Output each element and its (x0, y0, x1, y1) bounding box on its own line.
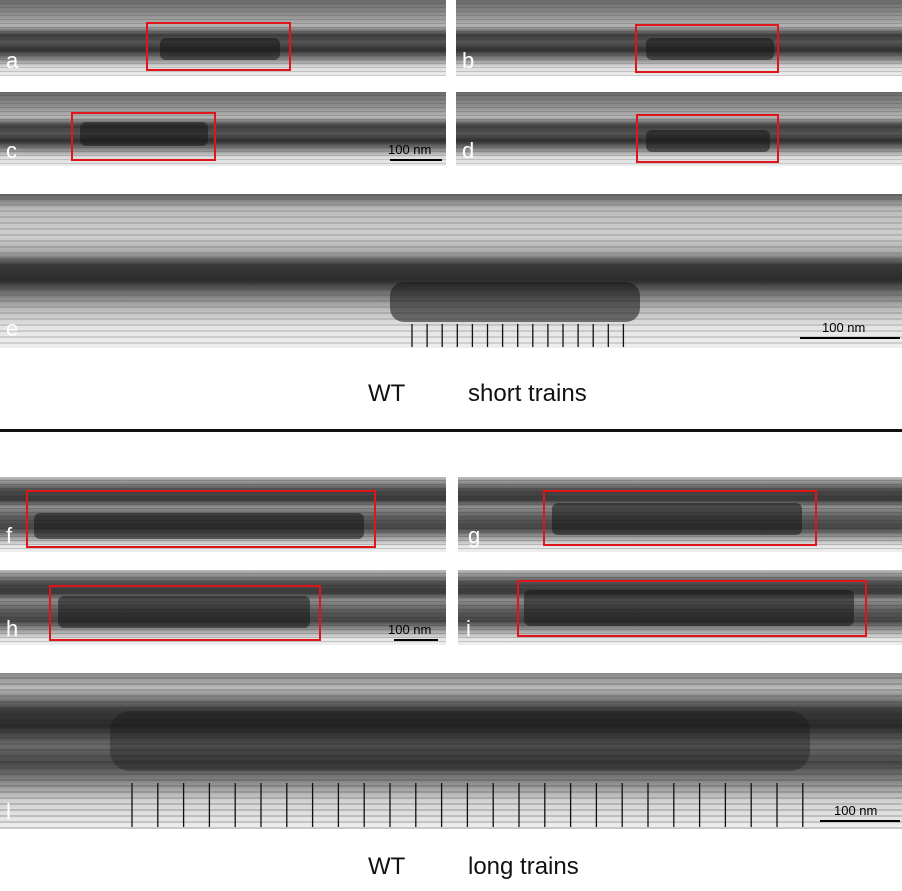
scale-line-e (800, 337, 900, 339)
train-i (524, 590, 854, 626)
caption-type-long: long trains (468, 853, 579, 880)
train-g (552, 503, 802, 535)
panel-label-c: c (6, 138, 17, 163)
panel-label-l: l (6, 799, 11, 824)
panel-label-g: g (468, 523, 481, 548)
train-f (34, 513, 364, 539)
highlight-box-b (635, 24, 779, 73)
panel-b: b (456, 0, 902, 76)
train-c (80, 122, 208, 146)
panel-f: f (0, 477, 446, 552)
train-b (646, 38, 774, 60)
panel-label-b: b (462, 48, 475, 73)
panel-i: i (458, 570, 902, 645)
panel-label-h: h (6, 616, 19, 641)
panel-g: g (458, 477, 902, 552)
scale-label-h: 100 nm (388, 622, 432, 637)
periodicity-ticks-l (131, 783, 804, 827)
panel-e: e 100 nm (0, 194, 902, 348)
highlight-box-i (517, 580, 867, 637)
panel-label-a: a (6, 48, 19, 73)
scale-bar-c: 100 nm (386, 142, 442, 164)
scale-label-l: 100 nm (834, 803, 878, 818)
caption-type-short: short trains (468, 380, 587, 407)
scale-bar-l: 100 nm (820, 803, 900, 825)
panel-label-e: e (6, 316, 19, 341)
scale-label-c: 100 nm (388, 142, 432, 157)
panel-label-d: d (462, 138, 475, 163)
panel-l: l 100 nm (0, 673, 902, 829)
highlight-box-a (146, 22, 291, 71)
scale-bar-h: 100 nm (386, 622, 442, 644)
panel-label-i: i (466, 616, 471, 641)
scale-line-h (394, 639, 438, 641)
periodicity-ticks-e (411, 324, 625, 347)
caption-strain-short: WT (368, 380, 406, 407)
highlight-box-g (543, 490, 817, 546)
train-h (58, 596, 310, 628)
caption-strain-long: WT (368, 853, 406, 880)
panel-d: d (456, 92, 902, 166)
panel-label-f: f (6, 523, 13, 548)
train-d (646, 130, 770, 152)
scale-line-l (820, 820, 900, 822)
section-divider (0, 429, 902, 432)
highlight-box-h (49, 585, 321, 641)
panel-a: a (0, 0, 446, 76)
scale-bar-e: 100 nm (800, 320, 900, 342)
highlight-box-f (26, 490, 376, 548)
scale-label-e: 100 nm (822, 320, 866, 335)
train-a (160, 38, 280, 60)
train-l (110, 711, 810, 771)
scale-line-c (390, 159, 442, 161)
highlight-box-d (636, 114, 779, 163)
highlight-box-c (71, 112, 216, 161)
panel-h: h 100 nm (0, 570, 446, 645)
panel-c: c 100 nm (0, 92, 446, 166)
train-e (390, 282, 640, 322)
